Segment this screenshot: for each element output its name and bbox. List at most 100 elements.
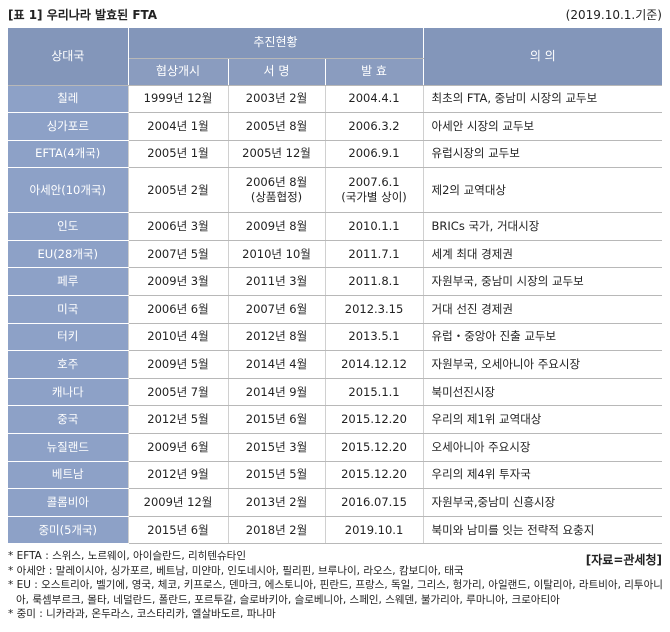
table-row: EU(28개국) 2007년 5월 2010년 10월 2011.7.1 세계 최대 경… [8, 240, 662, 269]
country-cell: 뉴질랜드 [8, 433, 128, 462]
table-cell: 우리의 제1위 교역대상 [422, 405, 662, 435]
table-cell: BRICs 국가, 거대시장 [422, 212, 662, 241]
country-cell: 캐나다 [8, 378, 128, 407]
note: * EU : 오스트리아, 벨기에, 영국, 체코, 키프로스, 덴마크, 에스… [8, 579, 663, 606]
country-cell: 미국 [8, 295, 128, 324]
table-cell: 2011.8.1 [324, 267, 424, 297]
table-cell: 2012.3.15 [324, 295, 424, 324]
table-row: 인도 2006년 3월 2009년 8월 2010.1.1 BRICs 국가, 거대시장 [8, 212, 662, 241]
table-cell: 2007.6.1 (국가별 상이) [324, 167, 424, 214]
table-cell: 유럽・중앙아 진출 교두보 [422, 323, 662, 352]
table-cell: 자원부국,중남미 신흥시장 [422, 488, 662, 517]
table-row: 페루 2009년 3월 2011년 3월 2011.8.1 자원부국, 중남미 시장의 … [8, 267, 662, 297]
table-cell: 아세안 시장의 교두보 [422, 112, 662, 141]
header-cell: 협상개시 [128, 57, 229, 86]
table-cell: 2006년 6월 [127, 295, 228, 324]
table-row: 중미(5개국) 2015년 6월 2018년 2월 2019.10.1 북미와 남미를 … [8, 516, 662, 545]
country-cell: EFTA(4개국) [8, 140, 128, 169]
table-cell: 최초의 FTA, 중남미 시장의 교두보 [422, 85, 662, 114]
table-cell: 오세아니아 주요시장 [422, 433, 662, 462]
table-cell: 2004.4.1 [324, 85, 424, 114]
table-cell: 유럽시장의 교두보 [422, 140, 662, 169]
country-cell: 중미(5개국) [8, 516, 128, 545]
table-cell: 2015년 3월 [227, 433, 325, 462]
country-cell: 콜롬비아 [8, 488, 128, 517]
table-row: 칠레 1999년 12월 2003년 2월 2004.4.1 최초의 FTA, 중남미 … [8, 85, 662, 114]
table-cell: 2019.10.1 [324, 516, 424, 545]
country-cell: 싱가포르 [8, 112, 128, 141]
table-row: EFTA(4개국) 2005년 1월 2005년 12월 2006.9.1 유럽시장의 … [8, 140, 662, 169]
table-cell: 2011년 3월 [227, 267, 325, 297]
table-cell: 2012년 8월 [227, 323, 325, 352]
table-body: 칠레 1999년 12월 2003년 2월 2004.4.1 최초의 FTA, 중남미 … [8, 85, 662, 545]
table-cell: 2012년 5월 [127, 405, 228, 435]
table-cell: 2006년 3월 [127, 212, 228, 241]
country-cell: 중국 [8, 405, 128, 435]
table-cell: 거대 선진 경제권 [422, 295, 662, 324]
table-cell: 2005년 8월 [227, 112, 325, 141]
country-cell: 베트남 [8, 461, 128, 490]
notes: * EFTA : 스위스, 노르웨이, 아이슬란드, 리히텐슈타인 * 아세안 :… [8, 549, 664, 622]
country-cell: 인도 [8, 212, 128, 241]
table-cell: 2009년 5월 [127, 350, 228, 379]
table-row: 호주 2009년 5월 2014년 4월 2014.12.12 자원부국, 오세아니아 … [8, 350, 662, 379]
table-cell: 2015년 5월 [227, 461, 325, 490]
table-cell: 2009년 12월 [127, 488, 228, 517]
table-cell: 2011.7.1 [324, 240, 424, 269]
table-row: 뉴질랜드 2009년 6월 2015년 3월 2015.12.20 오세아니아 주요시장 [8, 433, 662, 462]
table-cell: 2007년 5월 [127, 240, 228, 269]
table-cell: 자원부국, 중남미 시장의 교두보 [422, 267, 662, 297]
table-row: 싱가포르 2004년 1월 2005년 8월 2006.3.2 아세안 시장의 교두보 [8, 112, 662, 141]
table-cell: 2009년 6월 [127, 433, 228, 462]
header-cell: 추진현황 [128, 28, 424, 59]
table-cell: 2014년 9월 [227, 378, 325, 407]
table-cell: 2012년 9월 [127, 461, 228, 490]
date: (2019.10.1.기준) [565, 8, 662, 22]
table-cell: 2009년 3월 [127, 267, 228, 297]
country-cell: 아세안(10개국) [8, 167, 128, 214]
header-cell: 의 의 [423, 28, 662, 86]
header-cell: 발 효 [325, 57, 424, 86]
table-row: 베트남 2012년 9월 2015년 5월 2015.12.20 우리의 제4위 투자국 [8, 461, 662, 490]
table-cell: 2004년 1월 [127, 112, 228, 141]
header-cell: 상대국 [8, 28, 129, 86]
table-cell: 2013.5.1 [324, 323, 424, 352]
table-cell: 2015.12.20 [324, 405, 424, 435]
table-cell: 2005년 7월 [127, 378, 228, 407]
table-cell: 2016.07.15 [324, 488, 424, 517]
table-cell: 2015.12.20 [324, 433, 424, 462]
table-row: 중국 2012년 5월 2015년 6월 2015.12.20 우리의 제1위 교역대상 [8, 405, 662, 435]
country-cell: 호주 [8, 350, 128, 379]
table-cell: 북미선진시장 [422, 378, 662, 407]
country-cell: 터키 [8, 323, 128, 352]
table-cell: 2015년 6월 [127, 516, 228, 545]
table-cell: 2005년 2월 [127, 167, 228, 214]
table-row: 콜롬비아 2009년 12월 2013년 2월 2016.07.15 자원부국,중남미 … [8, 488, 662, 517]
table-cell: 자원부국, 오세아니아 주요시장 [422, 350, 662, 379]
table-cell: 2009년 8월 [227, 212, 325, 241]
note: * 아세안 : 말레이시아, 싱가포르, 베트남, 미얀마, 인도네시아, 필리… [8, 564, 464, 577]
table-cell: 제2의 교역대상 [422, 167, 662, 214]
note: * EFTA : 스위스, 노르웨이, 아이슬란드, 리히텐슈타인 [8, 550, 246, 562]
country-cell: 칠레 [8, 85, 128, 114]
country-cell: 페루 [8, 267, 128, 297]
table-row: 미국 2006년 6월 2007년 6월 2012.3.15 거대 선진 경제권 [8, 295, 662, 324]
fta-table: 상대국 추진현황 의 의 협상개시 서 명 발 효 칠레 1999년 12월 200… [8, 28, 662, 545]
table-cell: 2006.3.2 [324, 112, 424, 141]
table-cell: 세계 최대 경제권 [422, 240, 662, 269]
table-cell: 2005년 1월 [127, 140, 228, 169]
table-row: 아세안(10개국) 2005년 2월 2006년 8월 (상품협정) 2007.6.1… [8, 167, 662, 214]
table-cell: 2014년 4월 [227, 350, 325, 379]
table-cell: 2015.1.1 [324, 378, 424, 407]
table-cell: 2015.12.20 [324, 461, 424, 490]
country-cell: EU(28개국) [8, 240, 128, 269]
table-cell: 2013년 2월 [227, 488, 325, 517]
table-cell: 2006.9.1 [324, 140, 424, 169]
table-cell: 2006년 8월 (상품협정) [227, 167, 325, 214]
table-cell: 2007년 6월 [227, 295, 325, 324]
table-cell: 2010.1.1 [324, 212, 424, 241]
table-cell: 2014.12.12 [324, 350, 424, 379]
table-cell: 2018년 2월 [227, 516, 325, 545]
table-cell: 2010년 4월 [127, 323, 228, 352]
table-cell: 우리의 제4위 투자국 [422, 461, 662, 490]
